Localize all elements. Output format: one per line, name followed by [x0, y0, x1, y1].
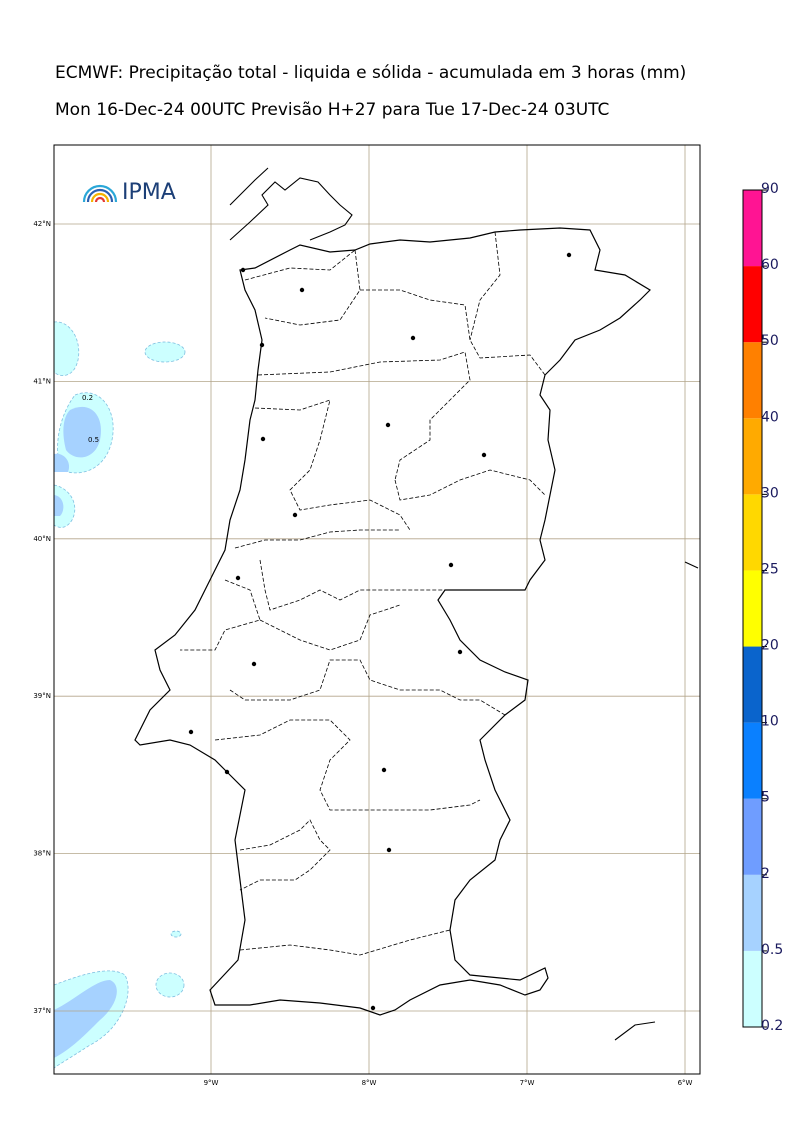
colorbar-label: 5	[761, 790, 770, 806]
colorbar-label: 50	[761, 333, 779, 349]
lon-label: 6°W	[678, 1079, 693, 1087]
lat-label: 41°N	[33, 377, 51, 385]
subtitle: Mon 16-Dec-24 00UTC Previsão H+27 para T…	[55, 100, 609, 120]
district-borders	[180, 231, 546, 956]
colorbar-label: 0.5	[761, 942, 783, 958]
logo-text: IPMA	[122, 180, 176, 205]
coastline	[229, 167, 699, 1041]
colorbar-label: 60	[761, 257, 779, 273]
lat-label: 38°N	[33, 850, 51, 858]
lon-label: 7°W	[520, 1079, 535, 1087]
colorbar-segment	[743, 950, 762, 1027]
contour-label: 0.5	[88, 436, 99, 444]
colorbar-segment	[743, 266, 762, 343]
colorbar-segment	[743, 722, 762, 799]
title: ECMWF: Precipitação total - liquida e só…	[55, 63, 686, 83]
lat-label: 37°N	[33, 1007, 51, 1015]
cities	[188, 252, 572, 1011]
lat-label: 40°N	[33, 535, 51, 543]
colorbar-segment	[743, 646, 762, 723]
colorbar-segment	[743, 798, 762, 875]
colorbar-segment	[743, 570, 762, 647]
colorbar-label: 10	[761, 714, 779, 730]
colorbar-segment	[743, 418, 762, 495]
colorbar-frame	[742, 189, 763, 1028]
colorbar-label: 0.2	[761, 1018, 783, 1034]
map-frame	[53, 144, 701, 1075]
colorbar-segment	[743, 190, 762, 267]
precip-areas-2	[54, 406, 117, 1058]
graticule: 9°W 8°W 7°W 6°W 42°N 41°N 40°N 39°N 38°N 37°N	[33, 145, 700, 1087]
contour-label: 0.2	[82, 394, 93, 402]
lat-label: 39°N	[33, 692, 51, 700]
map: 0.2 0.5 9°W 8°W 7°W 6°W 42°N 41°N 40°N 39°N 38°N…	[33, 144, 701, 1087]
colorbar-segment	[743, 342, 762, 419]
colorbar-segment	[743, 874, 762, 951]
lon-label: 8°W	[362, 1079, 377, 1087]
colorbar-segment	[743, 494, 762, 571]
map-background	[54, 145, 700, 1074]
coastline	[134, 227, 651, 1016]
logo: IPMA	[82, 180, 176, 205]
lon-label: 9°W	[204, 1079, 219, 1087]
colorbar-label: 2	[761, 866, 770, 882]
lat-label: 42°N	[33, 220, 51, 228]
colorbar-label: 90	[761, 181, 779, 197]
colorbar-label: 20	[761, 638, 779, 654]
colorbar-label: 30	[761, 485, 779, 501]
coastline	[229, 177, 353, 241]
colorbar-label: 40	[761, 409, 779, 425]
colorbar-label: 25	[761, 561, 779, 577]
